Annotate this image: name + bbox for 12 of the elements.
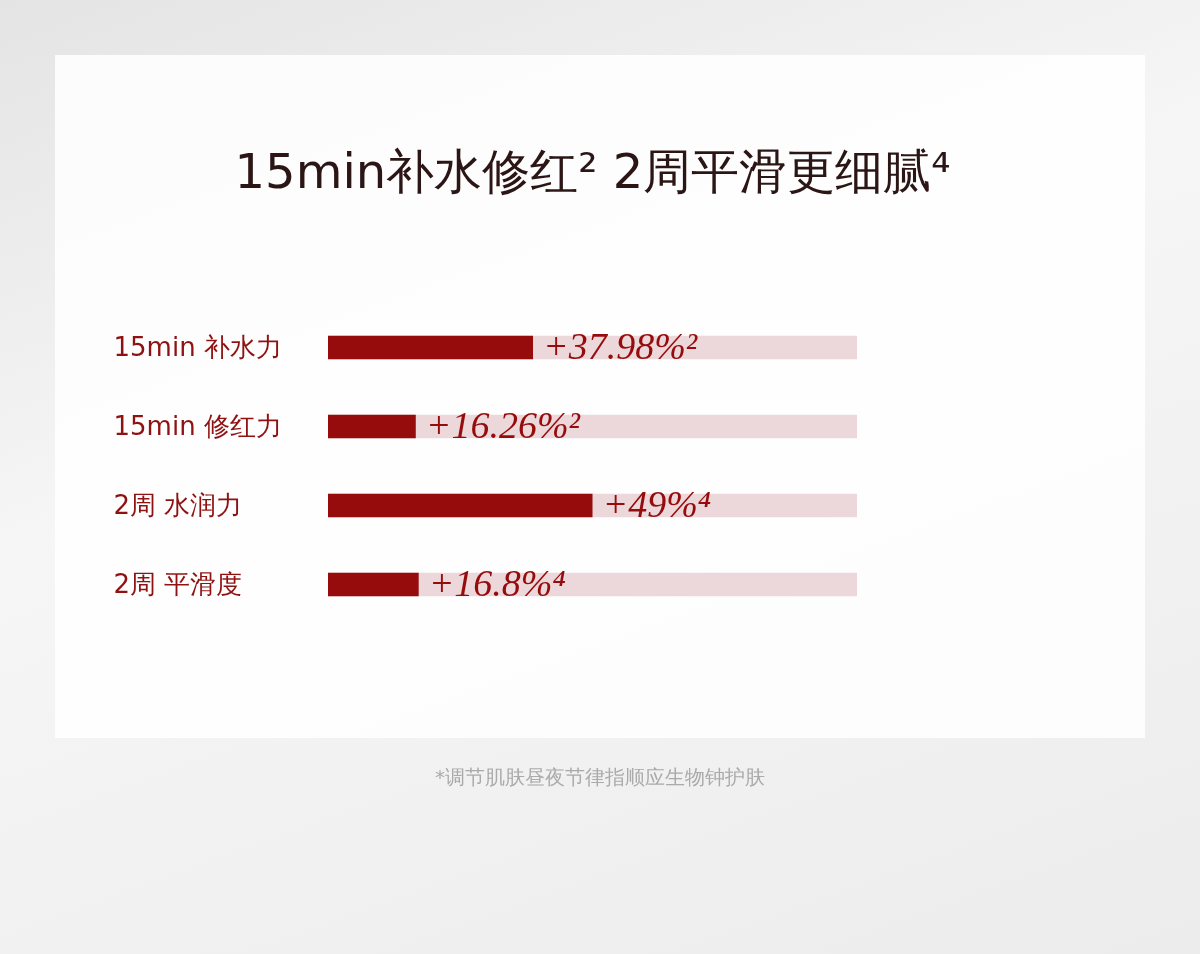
y-tick-label: 2周 水润力 xyxy=(113,489,243,520)
y-tick-label: 15min 补水力 xyxy=(113,331,282,362)
data-label: +37.98%² xyxy=(543,324,698,367)
data-label: +16.8%⁴ xyxy=(428,561,566,604)
chart-title: 15min补水修红² 2周平滑更细腻⁴ xyxy=(234,143,951,199)
data-label: +16.26%² xyxy=(425,403,581,446)
y-tick-label: 15min 修红力 xyxy=(113,410,282,441)
text: *调节肌肤昼夜节律指顺应生物钟护肤 xyxy=(434,764,766,791)
bar xyxy=(328,414,416,439)
y-tick-label: 2周 平滑度 xyxy=(113,568,243,599)
data-label: +49%⁴ xyxy=(602,482,712,525)
bar xyxy=(328,572,419,597)
